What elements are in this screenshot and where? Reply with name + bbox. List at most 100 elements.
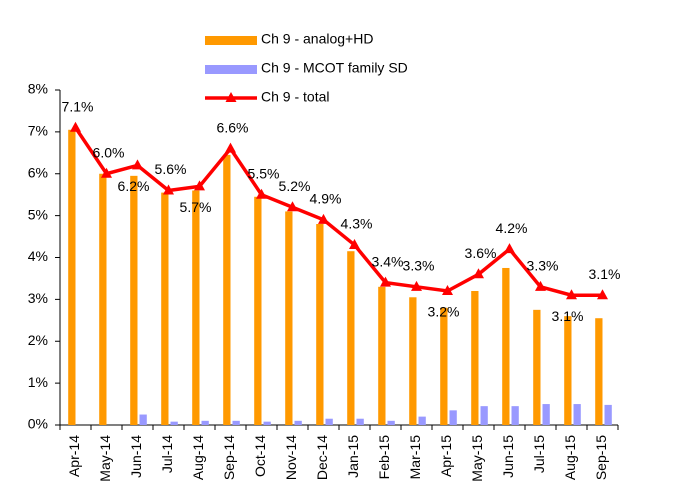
bar	[161, 192, 169, 425]
bar	[139, 414, 147, 425]
x-tick-label: Jan-15	[345, 435, 361, 478]
bar	[409, 297, 417, 425]
bar	[471, 291, 479, 425]
data-label: 5.5%	[248, 165, 280, 181]
data-label: 3.6%	[465, 245, 497, 261]
data-label: 3.4%	[372, 253, 404, 269]
data-label: 3.3%	[527, 258, 559, 274]
marker	[163, 184, 174, 195]
bar	[387, 420, 395, 425]
bar	[418, 416, 426, 425]
x-tick-label: Apr-15	[438, 435, 454, 477]
x-tick-label: May-15	[469, 435, 485, 482]
x-tick-label: Sep-14	[221, 435, 237, 480]
legend-label: Ch 9 - MCOT family SD	[261, 60, 408, 76]
bar	[223, 154, 231, 425]
bar	[564, 316, 572, 425]
x-tick-label: Jun-14	[128, 435, 144, 478]
data-label: 3.2%	[428, 304, 460, 320]
data-label: 4.3%	[341, 216, 373, 232]
data-label: 6.6%	[217, 119, 249, 135]
bar	[604, 404, 612, 425]
marker	[194, 180, 205, 191]
marker	[442, 285, 453, 295]
marker	[132, 159, 143, 170]
data-label: 5.2%	[279, 178, 311, 194]
marker	[101, 167, 112, 178]
x-tick-label: May-14	[97, 435, 113, 482]
marker	[256, 188, 267, 199]
x-tick-label: Mar-15	[407, 435, 423, 480]
y-tick-label: 0%	[28, 416, 48, 432]
marker	[473, 268, 484, 279]
y-tick-label: 5%	[28, 206, 48, 222]
x-tick-label: Apr-14	[66, 435, 82, 477]
bar	[595, 318, 603, 425]
x-tick-label: Jun-15	[500, 435, 516, 478]
bar	[449, 410, 457, 425]
bar	[356, 418, 364, 425]
marker	[380, 276, 391, 287]
data-label: 5.6%	[155, 161, 187, 177]
y-tick-label: 3%	[28, 290, 48, 306]
y-tick-label: 4%	[28, 248, 48, 264]
legend-marker	[225, 92, 237, 102]
bar	[502, 267, 510, 425]
bar	[378, 286, 386, 425]
y-tick-label: 7%	[28, 123, 48, 139]
bar	[294, 420, 302, 425]
bar	[170, 421, 178, 425]
bar	[480, 406, 488, 425]
x-tick-label: Feb-15	[376, 435, 392, 480]
marker	[411, 280, 422, 291]
bar	[254, 196, 262, 425]
legend-label: Ch 9 - analog+HD	[261, 31, 373, 47]
y-tick-label: 6%	[28, 164, 48, 180]
data-label: 6.2%	[118, 178, 150, 194]
marker	[597, 289, 608, 300]
x-tick-label: Aug-14	[190, 435, 206, 480]
data-label: 5.7%	[180, 199, 212, 215]
bar	[201, 420, 209, 425]
marker	[70, 121, 81, 132]
data-label: 3.1%	[552, 308, 584, 324]
bar	[533, 309, 541, 425]
bar	[263, 421, 271, 425]
bar	[542, 404, 550, 425]
bar	[68, 129, 76, 425]
bar	[130, 175, 138, 425]
y-tick-label: 2%	[28, 332, 48, 348]
x-tick-label: Aug-15	[562, 435, 578, 480]
bar	[347, 251, 355, 425]
bar	[325, 418, 333, 425]
marker	[287, 201, 298, 212]
data-label: 4.9%	[310, 191, 342, 207]
bar	[285, 211, 293, 425]
bar	[99, 173, 107, 425]
bar	[440, 307, 448, 425]
data-label: 3.1%	[589, 266, 621, 282]
x-tick-label: Dec-14	[314, 435, 330, 480]
data-label: 4.2%	[496, 220, 528, 236]
line	[74, 126, 603, 297]
x-tick-label: Oct-14	[252, 435, 268, 477]
marker	[535, 280, 546, 291]
marker	[225, 142, 236, 153]
marker	[504, 243, 515, 254]
bar	[192, 190, 200, 425]
marker	[566, 289, 577, 300]
data-label: 3.3%	[403, 258, 435, 274]
bar	[573, 404, 581, 425]
legend-label: Ch 9 - total	[261, 89, 329, 105]
y-tick-label: 8%	[28, 81, 48, 97]
bar	[511, 406, 519, 425]
x-tick-label: Jul-14	[159, 435, 175, 473]
marker	[318, 213, 329, 224]
bar	[316, 224, 324, 425]
x-tick-label: Jul-15	[531, 435, 547, 473]
data-label: 6.0%	[93, 144, 125, 160]
data-label: 7.1%	[62, 98, 94, 114]
bar	[232, 420, 240, 425]
marker	[349, 238, 360, 249]
